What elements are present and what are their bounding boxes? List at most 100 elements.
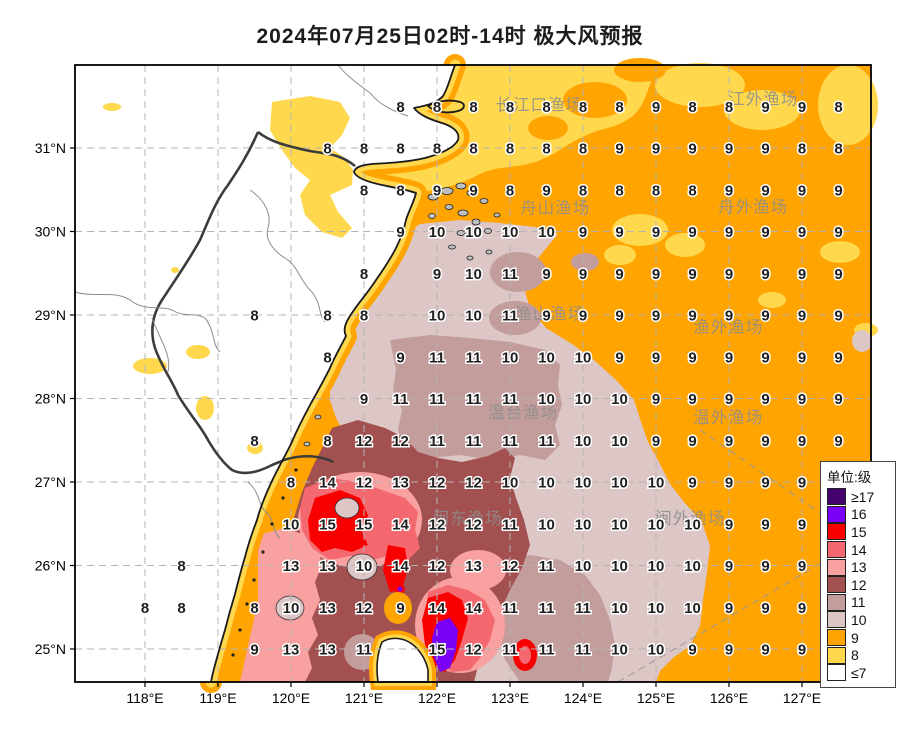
wind-value: 9 bbox=[725, 266, 733, 283]
wind-value: 8 bbox=[323, 308, 331, 325]
legend-swatch bbox=[827, 576, 846, 594]
legend-item: ≤7 bbox=[827, 664, 891, 682]
wind-value: 12 bbox=[465, 516, 482, 533]
wind-value: 11 bbox=[429, 349, 445, 366]
legend-label: 13 bbox=[851, 559, 867, 576]
wind-value: 8 bbox=[177, 600, 185, 617]
wind-value: 9 bbox=[761, 433, 769, 450]
wind-value: 12 bbox=[356, 475, 373, 492]
wind-value: 8 bbox=[141, 600, 149, 617]
province-borders bbox=[74, 64, 409, 539]
wind-value: 9 bbox=[360, 391, 368, 408]
y-axis-label: 31°N bbox=[35, 140, 66, 156]
wind-value: 9 bbox=[688, 433, 696, 450]
wind-value: 9 bbox=[761, 475, 769, 492]
wind-value: 8 bbox=[360, 141, 368, 158]
wind-value: 9 bbox=[725, 475, 733, 492]
wind-value: 10 bbox=[611, 516, 628, 533]
legend-label: ≤7 bbox=[851, 664, 867, 681]
legend-label: 16 bbox=[851, 506, 867, 523]
plot-border bbox=[74, 64, 872, 683]
wind-value: 10 bbox=[502, 224, 519, 241]
wind-value: 11 bbox=[466, 433, 482, 450]
wind-value: 10 bbox=[283, 600, 300, 617]
wind-value: 10 bbox=[648, 558, 665, 575]
wind-value: 14 bbox=[319, 475, 336, 492]
wind-value: 9 bbox=[798, 308, 806, 325]
legend-item: 10 bbox=[827, 611, 891, 629]
wind-value: 8 bbox=[287, 475, 295, 492]
x-axis-label: 122°E bbox=[418, 690, 456, 706]
wind-value: 10 bbox=[356, 558, 373, 575]
wind-value: 9 bbox=[834, 433, 842, 450]
wind-value: 10 bbox=[283, 516, 300, 533]
legend-label: 12 bbox=[851, 576, 867, 593]
wind-value: 11 bbox=[502, 642, 518, 659]
wind-value: 14 bbox=[465, 600, 482, 617]
wind-value: 9 bbox=[761, 182, 769, 199]
wind-value: 10 bbox=[429, 224, 446, 241]
wind-value: 9 bbox=[761, 266, 769, 283]
wind-value: 9 bbox=[469, 182, 477, 199]
wind-value: 9 bbox=[834, 391, 842, 408]
wind-value: 10 bbox=[465, 308, 482, 325]
y-axis-label: 28°N bbox=[35, 391, 66, 407]
wind-value: 8 bbox=[579, 141, 587, 158]
wind-value: 10 bbox=[429, 308, 446, 325]
wind-value: 10 bbox=[684, 600, 701, 617]
wind-value: 13 bbox=[319, 558, 336, 575]
wind-value: 8 bbox=[688, 99, 696, 116]
wind-value: 8 bbox=[542, 99, 550, 116]
legend-swatch bbox=[827, 593, 846, 611]
wind-value: 8 bbox=[652, 182, 660, 199]
page-title: 2024年07月25日02时-14时 极大风预报 bbox=[256, 25, 644, 48]
wind-value: 9 bbox=[798, 391, 806, 408]
legend-swatch bbox=[827, 611, 846, 629]
wind-value: 9 bbox=[688, 349, 696, 366]
wind-value: 8 bbox=[323, 433, 331, 450]
wind-value: 11 bbox=[466, 391, 482, 408]
sea-level9-patches bbox=[528, 58, 666, 140]
wind-value: 10 bbox=[611, 433, 628, 450]
fishing-ground-label: 渔山渔场 bbox=[515, 304, 585, 323]
wind-value: 9 bbox=[688, 391, 696, 408]
wind-value: 12 bbox=[429, 475, 446, 492]
wind-value: 11 bbox=[393, 391, 409, 408]
wind-value: 14 bbox=[392, 558, 409, 575]
wind-value: 9 bbox=[652, 391, 660, 408]
legend-label: ≥17 bbox=[851, 488, 875, 505]
wind-value: 9 bbox=[688, 308, 696, 325]
wind-value: 8 bbox=[250, 433, 258, 450]
x-axis-label: 118°E bbox=[126, 690, 163, 706]
wind-value: 12 bbox=[392, 433, 409, 450]
wind-value: 9 bbox=[761, 308, 769, 325]
y-axis-label: 29°N bbox=[35, 307, 66, 323]
wind-value: 9 bbox=[688, 266, 696, 283]
legend-item: 8 bbox=[827, 646, 891, 664]
wind-value: 10 bbox=[648, 475, 665, 492]
wind-value: 9 bbox=[798, 642, 806, 659]
wind-value: 9 bbox=[652, 349, 660, 366]
wind-value: 9 bbox=[615, 266, 623, 283]
wind-value: 9 bbox=[725, 349, 733, 366]
wind-value: 11 bbox=[502, 391, 518, 408]
legend-swatch bbox=[827, 523, 846, 541]
x-axis-label: 120°E bbox=[272, 690, 310, 706]
wind-value: 8 bbox=[725, 99, 733, 116]
wind-value: 11 bbox=[502, 266, 518, 283]
wind-value: 13 bbox=[465, 558, 482, 575]
wind-value: 8 bbox=[615, 182, 623, 199]
wind-value: 9 bbox=[798, 182, 806, 199]
wind-value: 9 bbox=[798, 266, 806, 283]
wind-value: 13 bbox=[283, 642, 300, 659]
wind-value: 9 bbox=[542, 308, 550, 325]
wind-value: 10 bbox=[538, 475, 555, 492]
wind-value: 8 bbox=[396, 141, 404, 158]
wind-value: 13 bbox=[319, 642, 336, 659]
wind-value: 9 bbox=[396, 600, 404, 617]
wind-value: 8 bbox=[506, 99, 514, 116]
wind-value: 11 bbox=[539, 558, 555, 575]
wind-value: 9 bbox=[798, 99, 806, 116]
wind-value: 10 bbox=[684, 558, 701, 575]
wind-value: 9 bbox=[834, 182, 842, 199]
